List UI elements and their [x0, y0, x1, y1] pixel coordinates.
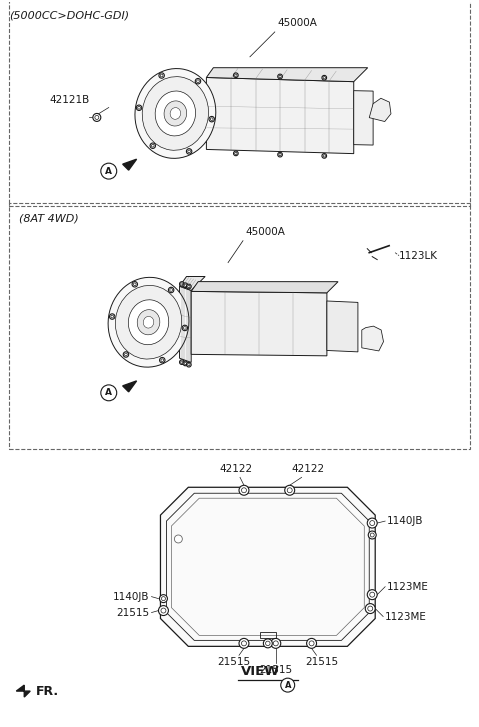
Polygon shape — [362, 326, 384, 351]
Text: 42122: 42122 — [291, 465, 324, 474]
Circle shape — [234, 73, 238, 78]
Text: 21515: 21515 — [305, 657, 338, 667]
Circle shape — [368, 531, 376, 539]
Text: FR.: FR. — [36, 685, 59, 698]
Circle shape — [123, 352, 129, 357]
Circle shape — [150, 143, 156, 148]
Ellipse shape — [128, 300, 169, 345]
Polygon shape — [160, 487, 375, 646]
Circle shape — [137, 105, 142, 111]
Polygon shape — [354, 91, 373, 145]
Circle shape — [322, 153, 327, 158]
Ellipse shape — [108, 277, 189, 367]
Polygon shape — [123, 159, 137, 170]
Circle shape — [186, 284, 191, 289]
Circle shape — [160, 358, 165, 363]
Circle shape — [263, 639, 272, 648]
Text: 1123ME: 1123ME — [385, 611, 427, 622]
Circle shape — [183, 361, 188, 366]
Circle shape — [169, 287, 174, 293]
Text: 1140JB: 1140JB — [387, 516, 423, 526]
Circle shape — [160, 595, 168, 603]
Circle shape — [209, 116, 215, 122]
Circle shape — [132, 281, 137, 287]
Circle shape — [180, 360, 184, 364]
Circle shape — [278, 153, 283, 157]
Text: 45000A: 45000A — [245, 227, 285, 237]
Ellipse shape — [143, 316, 154, 328]
Ellipse shape — [164, 101, 187, 126]
Circle shape — [159, 606, 169, 616]
Circle shape — [281, 678, 295, 692]
Circle shape — [367, 518, 377, 528]
Circle shape — [365, 603, 375, 614]
Polygon shape — [123, 381, 137, 392]
Circle shape — [101, 385, 117, 401]
Text: 1123ME: 1123ME — [387, 582, 429, 592]
Polygon shape — [16, 685, 30, 697]
Text: 1140JB: 1140JB — [113, 592, 149, 602]
Text: A: A — [105, 166, 112, 176]
Circle shape — [239, 486, 249, 495]
Text: A: A — [285, 680, 291, 690]
Polygon shape — [180, 286, 191, 363]
Ellipse shape — [115, 286, 182, 359]
Circle shape — [239, 638, 249, 648]
Ellipse shape — [135, 68, 216, 158]
Circle shape — [93, 113, 101, 121]
Ellipse shape — [170, 108, 181, 119]
Circle shape — [307, 638, 317, 648]
Polygon shape — [177, 289, 187, 356]
Circle shape — [271, 638, 281, 648]
Circle shape — [285, 486, 295, 495]
Text: 21515: 21515 — [259, 665, 292, 675]
Circle shape — [322, 76, 327, 80]
Circle shape — [186, 149, 192, 154]
Circle shape — [182, 325, 188, 331]
Ellipse shape — [155, 91, 195, 136]
Polygon shape — [369, 98, 391, 121]
Text: 21515: 21515 — [217, 657, 251, 667]
Polygon shape — [204, 80, 214, 147]
Ellipse shape — [137, 310, 160, 335]
Text: (5000CC>DOHC-GDI): (5000CC>DOHC-GDI) — [10, 10, 129, 20]
Polygon shape — [206, 68, 368, 81]
Circle shape — [186, 362, 191, 367]
Polygon shape — [180, 276, 205, 291]
Ellipse shape — [142, 76, 208, 150]
Text: 1123LK: 1123LK — [399, 251, 438, 260]
Circle shape — [183, 283, 188, 288]
Text: VIEW: VIEW — [240, 665, 279, 678]
Text: 21515: 21515 — [116, 608, 149, 617]
Circle shape — [101, 163, 117, 179]
Circle shape — [180, 281, 184, 286]
Polygon shape — [206, 78, 354, 153]
Polygon shape — [191, 292, 327, 356]
Text: A: A — [105, 388, 112, 398]
Text: 42121B: 42121B — [49, 95, 90, 105]
Circle shape — [110, 314, 115, 319]
Circle shape — [159, 73, 164, 79]
Circle shape — [278, 74, 283, 79]
Text: (8AT 4WD): (8AT 4WD) — [19, 214, 79, 224]
Circle shape — [174, 535, 182, 543]
Polygon shape — [191, 281, 338, 293]
Text: 42122: 42122 — [219, 465, 252, 474]
Circle shape — [367, 590, 377, 600]
Text: 45000A: 45000A — [278, 18, 318, 28]
Circle shape — [195, 79, 201, 84]
Circle shape — [234, 151, 238, 156]
Polygon shape — [327, 301, 358, 352]
